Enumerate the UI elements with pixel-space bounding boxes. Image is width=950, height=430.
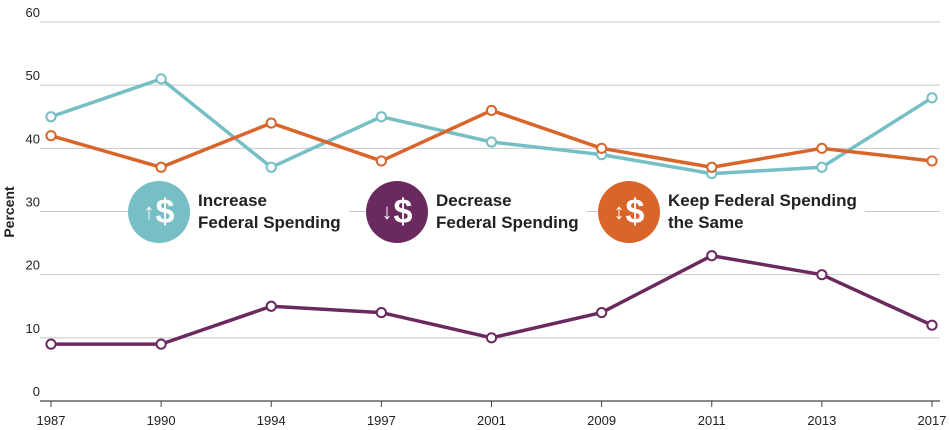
data-point bbox=[45, 111, 57, 123]
data-point bbox=[926, 319, 938, 331]
x-tick-label: 1990 bbox=[147, 413, 176, 428]
legend-label-increase-line1: Increase bbox=[198, 191, 267, 210]
data-point bbox=[45, 130, 57, 142]
series-line bbox=[51, 253, 933, 346]
legend-item-same: ↕ $ Keep Federal Spending the Same bbox=[598, 181, 865, 243]
y-axis: 0 10 20 30 40 50 60 bbox=[26, 5, 40, 399]
data-point bbox=[485, 136, 498, 148]
data-point bbox=[706, 161, 718, 173]
data-point bbox=[155, 338, 167, 350]
series-1 bbox=[45, 250, 938, 350]
legend-label-decrease-line2: Federal Spending bbox=[436, 213, 579, 232]
legend-label-same-line1: Keep Federal Spending bbox=[668, 191, 857, 210]
y-tick-label: 60 bbox=[26, 5, 40, 20]
x-tick-label: 1994 bbox=[257, 413, 286, 428]
data-point bbox=[926, 92, 938, 104]
y-tick-label: 30 bbox=[26, 195, 40, 210]
data-point bbox=[45, 338, 57, 350]
data-point bbox=[926, 155, 938, 167]
data-point bbox=[375, 155, 387, 167]
data-point bbox=[265, 300, 277, 312]
data-point bbox=[375, 306, 387, 319]
decrease-dollar-icon: ↓ $ bbox=[366, 181, 428, 243]
data-point bbox=[155, 73, 167, 85]
data-point bbox=[816, 269, 828, 281]
data-point bbox=[485, 332, 498, 344]
y-tick-label: 10 bbox=[26, 321, 40, 336]
x-tick-label: 2009 bbox=[587, 413, 616, 428]
x-tick-label: 2017 bbox=[918, 413, 947, 428]
data-point bbox=[375, 111, 387, 123]
data-point bbox=[265, 161, 277, 173]
data-point bbox=[596, 306, 608, 319]
series-2 bbox=[45, 104, 938, 173]
data-point bbox=[816, 142, 828, 154]
series-lines bbox=[45, 73, 938, 350]
data-point bbox=[485, 104, 498, 117]
legend-item-increase: ↑ $ Increase Federal Spending bbox=[128, 181, 349, 243]
x-tick-label: 2011 bbox=[698, 413, 726, 428]
x-tick-label: 2001 bbox=[477, 413, 506, 428]
same-dollar-icon: ↕ $ bbox=[598, 181, 660, 243]
x-tick-label: 2013 bbox=[807, 413, 836, 428]
series-0 bbox=[45, 73, 938, 180]
data-point bbox=[706, 250, 718, 262]
y-axis-label: Percent bbox=[1, 186, 17, 238]
x-tick-label: 1997 bbox=[367, 413, 396, 428]
legend-label-same-line2: the Same bbox=[668, 213, 744, 232]
y-tick-label: 40 bbox=[26, 131, 40, 146]
data-point bbox=[155, 161, 167, 173]
legend-label-decrease-line1: Decrease bbox=[436, 191, 512, 210]
legend-label-increase-line2: Federal Spending bbox=[198, 213, 341, 232]
x-tick-label: 1987 bbox=[37, 413, 66, 428]
legend-item-decrease: ↓ $ Decrease Federal Spending bbox=[366, 181, 587, 243]
increase-dollar-icon: ↑ $ bbox=[128, 181, 190, 243]
data-point bbox=[816, 161, 828, 173]
x-axis: 1987 1990 1994 1997 2001 2009 2011 2013 2017 bbox=[37, 401, 947, 428]
data-point bbox=[596, 142, 608, 154]
data-point bbox=[265, 117, 277, 129]
y-tick-label: 0 bbox=[33, 384, 40, 399]
y-tick-label: 50 bbox=[26, 68, 40, 83]
y-tick-label: 20 bbox=[26, 258, 40, 273]
